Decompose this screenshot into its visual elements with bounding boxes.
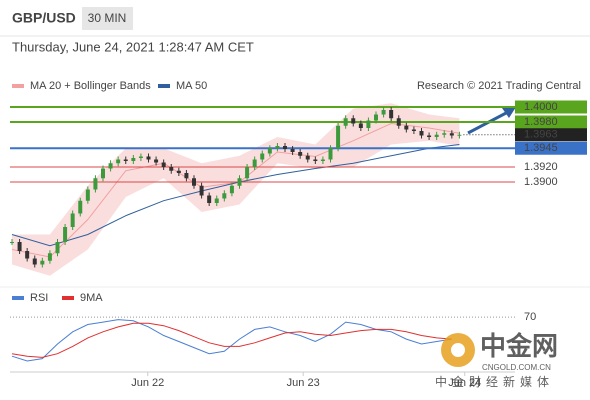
candle bbox=[169, 167, 174, 171]
legend-swatch bbox=[62, 296, 74, 300]
candle bbox=[389, 110, 394, 119]
candle bbox=[47, 253, 52, 261]
credit: Research © 2021 Trading Central bbox=[417, 80, 581, 92]
candle bbox=[199, 185, 204, 196]
x-tick-label: Jun 22 bbox=[131, 377, 164, 389]
candle bbox=[237, 178, 242, 186]
candle bbox=[154, 159, 159, 163]
candle bbox=[207, 195, 212, 203]
candle bbox=[404, 125, 409, 130]
candle bbox=[176, 170, 181, 173]
candle bbox=[108, 163, 113, 169]
rsi-tick-label: 70 bbox=[524, 311, 536, 323]
x-tick-label: Jun 23 bbox=[287, 377, 320, 389]
legend-label: MA 50 bbox=[176, 80, 207, 92]
candle bbox=[434, 134, 439, 137]
legend-label: RSI bbox=[30, 292, 48, 304]
candle bbox=[260, 153, 265, 160]
rsi-line bbox=[11, 322, 452, 358]
candle bbox=[229, 185, 234, 194]
candle bbox=[131, 158, 136, 161]
watermark: 中金网 CNGOLD.COM.CN 中金财经新媒体 bbox=[435, 331, 558, 389]
candle bbox=[222, 193, 227, 199]
candle bbox=[396, 118, 401, 126]
level-label: 1.3945 bbox=[524, 142, 558, 154]
candle bbox=[25, 251, 30, 259]
watermark-name: 中金网 bbox=[480, 331, 558, 361]
candle bbox=[138, 156, 143, 158]
candle bbox=[343, 118, 348, 126]
candle bbox=[116, 159, 121, 164]
watermark-site: CNGOLD.COM.CN bbox=[482, 363, 551, 372]
watermark-tagline: 中金财经新媒体 bbox=[435, 374, 554, 389]
candle bbox=[275, 146, 280, 149]
candle bbox=[17, 242, 22, 251]
candle bbox=[374, 114, 378, 121]
legend-label: MA 20 + Bollinger Bands bbox=[30, 80, 151, 92]
candle bbox=[358, 123, 363, 128]
legend-swatch bbox=[158, 84, 170, 88]
level-label: 1.3980 bbox=[524, 116, 558, 128]
candle bbox=[70, 213, 75, 227]
level-label: 1.3963 bbox=[524, 129, 558, 141]
candle bbox=[32, 258, 37, 265]
candle bbox=[146, 156, 151, 160]
candle bbox=[305, 155, 310, 160]
candle bbox=[252, 159, 257, 167]
bollinger-band bbox=[12, 103, 460, 276]
candle bbox=[78, 200, 83, 214]
level-label: 1.4000 bbox=[524, 101, 558, 113]
candle bbox=[192, 178, 196, 186]
candle bbox=[93, 178, 98, 190]
candle bbox=[457, 134, 462, 136]
legend-swatch bbox=[12, 296, 24, 300]
candle bbox=[313, 159, 318, 161]
level-label: 1.3900 bbox=[524, 176, 558, 188]
x-tick-label: Jun 24 bbox=[448, 377, 481, 389]
candle bbox=[328, 148, 333, 160]
subtitle: Thursday, June 24, 2021 1:28:47 AM CET bbox=[12, 39, 254, 54]
candle bbox=[427, 135, 432, 137]
candle bbox=[101, 168, 105, 179]
candle bbox=[298, 152, 303, 156]
candle bbox=[184, 173, 189, 179]
level-label: 1.3920 bbox=[524, 161, 558, 173]
timeframe-box bbox=[82, 7, 133, 30]
candle bbox=[449, 133, 454, 136]
candle bbox=[55, 242, 60, 254]
candle bbox=[366, 120, 371, 128]
candle bbox=[336, 125, 341, 149]
candle bbox=[85, 189, 90, 201]
chart-title: GBP/USD bbox=[12, 10, 76, 26]
timeframe: 30 MIN bbox=[88, 11, 127, 25]
candle bbox=[10, 242, 14, 243]
candle bbox=[40, 260, 45, 265]
candle bbox=[411, 129, 416, 131]
candle bbox=[351, 118, 356, 124]
level-label-box bbox=[515, 128, 587, 142]
candle bbox=[245, 167, 250, 179]
candle bbox=[63, 227, 68, 242]
legend-label: 9MA bbox=[80, 292, 103, 304]
forecast-arrowhead bbox=[502, 107, 516, 118]
candle bbox=[419, 131, 424, 136]
candle bbox=[214, 198, 219, 203]
candle bbox=[283, 146, 287, 149]
level-label-box bbox=[515, 115, 587, 129]
legend-swatch bbox=[12, 84, 24, 88]
watermark-logo-inner bbox=[451, 343, 465, 357]
candle bbox=[442, 133, 447, 135]
level-label-box bbox=[515, 141, 587, 155]
candle bbox=[123, 159, 128, 161]
candle bbox=[290, 149, 295, 152]
candle bbox=[267, 148, 272, 154]
level-label-box bbox=[515, 100, 587, 114]
candle bbox=[381, 110, 386, 115]
candle bbox=[161, 162, 166, 167]
candle bbox=[320, 159, 325, 161]
